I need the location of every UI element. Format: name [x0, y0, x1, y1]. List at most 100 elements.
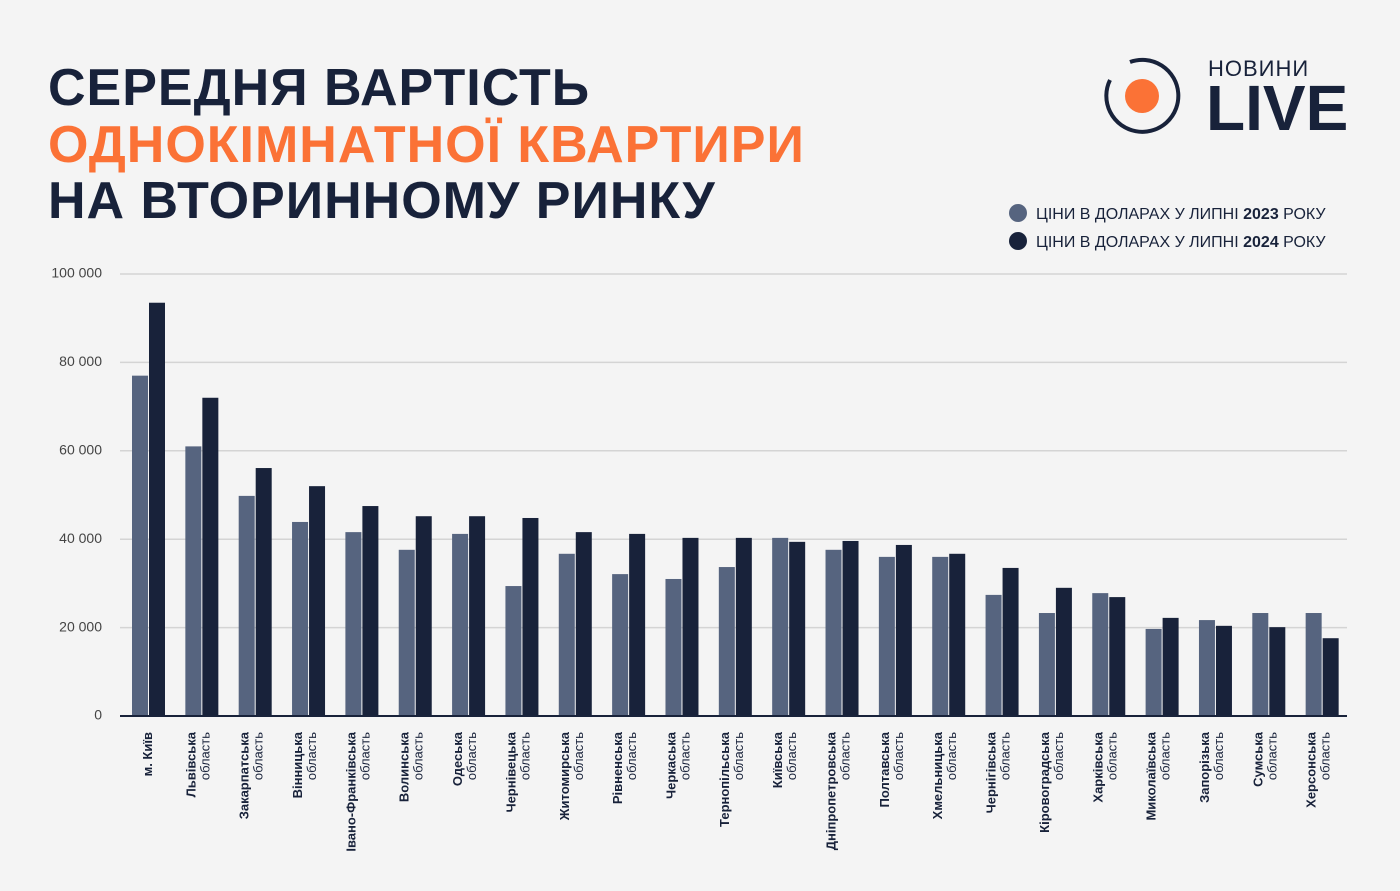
bar	[718, 567, 735, 716]
bar	[1322, 638, 1339, 716]
x-tick-label: Вінницька	[290, 731, 305, 798]
x-tick-label: область	[998, 732, 1013, 780]
x-tick-label: Чернівецька	[503, 731, 518, 812]
x-tick-label: Івано-Франківська	[343, 731, 358, 851]
bar	[895, 544, 912, 716]
bar	[735, 537, 752, 716]
bar	[149, 302, 165, 716]
x-tick-label: область	[1318, 732, 1333, 780]
x-tick-label: Дніпропетровська	[824, 731, 839, 850]
x-tick-label: область	[784, 732, 799, 780]
y-tick-label: 80 000	[59, 353, 102, 369]
x-tick-label: Миколаївська	[1144, 731, 1159, 820]
bar	[398, 549, 415, 716]
logo-bottom: LIVE	[1206, 72, 1348, 144]
y-tick-label: 20 000	[59, 618, 102, 634]
bar	[665, 578, 682, 716]
x-tick-label: Кіровоградська	[1037, 731, 1052, 833]
legend-label: ЦІНИ В ДОЛАРАХ У ЛИПНІ 2023 РОКУ	[1036, 206, 1326, 223]
bar	[932, 556, 949, 716]
x-tick-label: Львівська	[183, 731, 198, 797]
x-tick-label: область	[1104, 732, 1119, 780]
legend-label-part: РОКУ	[1279, 206, 1327, 223]
bar	[629, 533, 646, 716]
legend-label: ЦІНИ В ДОЛАРАХ У ЛИПНІ 2024 РОКУ	[1036, 234, 1326, 251]
y-tick-label: 40 000	[59, 530, 102, 546]
bar	[1252, 613, 1269, 716]
x-tick-label: Київська	[770, 731, 785, 788]
legend-label-part: РОКУ	[1279, 234, 1327, 251]
x-tick-label: Полтавська	[877, 731, 892, 807]
x-tick-label: область	[624, 732, 639, 780]
bar	[132, 375, 148, 716]
bar	[1092, 593, 1109, 716]
x-tick-label: Житомирська	[557, 731, 572, 821]
bar	[1145, 628, 1162, 716]
logo: НОВИНИ LIVE	[1104, 56, 1348, 144]
x-tick-label: область	[251, 732, 266, 780]
x-tick-label: Чернігівська	[984, 731, 999, 813]
bar	[575, 532, 592, 716]
x-tick-label: Закарпатська	[237, 731, 252, 819]
y-tick-label: 0	[94, 707, 102, 723]
logo-ring	[1104, 57, 1181, 134]
bar	[309, 486, 326, 716]
title-line: НА ВТОРИННОМУ РИНКУ	[48, 172, 716, 230]
bar	[1305, 613, 1322, 716]
x-tick-label: Тернопільська	[717, 731, 732, 827]
bar	[878, 556, 895, 716]
x-tick-label: область	[1051, 732, 1066, 780]
x-tick-label: область	[1264, 732, 1279, 780]
legend-label-part: 2024	[1243, 234, 1279, 251]
bar	[1038, 613, 1055, 716]
bar	[985, 594, 1002, 716]
x-tick-label: Запорізька	[1197, 731, 1212, 803]
x-tick-label: область	[197, 732, 212, 780]
x-tick-label: область	[1158, 732, 1173, 780]
bar	[202, 397, 219, 716]
x-tick-label: область	[517, 732, 532, 780]
x-tick-label: область	[944, 732, 959, 780]
legend-marker	[1009, 232, 1027, 250]
x-tick-label: Харківська	[1090, 731, 1105, 802]
bar	[292, 521, 309, 716]
bar	[682, 537, 699, 716]
x-tick-label: Волинська	[397, 731, 412, 802]
bar	[1055, 587, 1072, 716]
y-tick-label: 100 000	[51, 265, 102, 281]
x-tick-label: м. Київ	[140, 732, 155, 776]
bar	[255, 468, 272, 716]
bar	[789, 541, 806, 716]
bar	[452, 533, 469, 716]
bar	[949, 553, 966, 716]
bar	[185, 446, 202, 716]
title-line: ОДНОКІМНАТНОЇ КВАРТИРИ	[48, 116, 805, 174]
x-tick-label: область	[677, 732, 692, 780]
legend-marker	[1009, 204, 1027, 222]
x-tick-label: Рівненська	[610, 731, 625, 804]
logo-top: НОВИНИ	[1208, 56, 1309, 81]
bar	[772, 537, 789, 716]
x-tick-label: область	[357, 732, 372, 780]
bar	[1162, 617, 1179, 716]
bar	[1269, 627, 1286, 716]
bar	[842, 540, 859, 716]
bar	[1002, 567, 1019, 716]
x-tick-label: область	[731, 732, 746, 780]
legend-label-part: ЦІНИ В ДОЛАРАХ У ЛИПНІ	[1036, 234, 1243, 251]
bar	[345, 532, 362, 716]
legend-label-part: 2023	[1243, 206, 1279, 223]
x-tick-label: Сумська	[1250, 731, 1265, 787]
bar	[362, 506, 379, 716]
legend-label-part: ЦІНИ В ДОЛАРАХ У ЛИПНІ	[1036, 206, 1243, 223]
bar	[1215, 625, 1232, 716]
x-tick-label: область	[411, 732, 426, 780]
bar	[612, 574, 629, 716]
x-tick-label: Черкаська	[663, 731, 678, 799]
bar	[1198, 620, 1215, 716]
bar	[825, 549, 842, 716]
bar	[415, 516, 432, 716]
bar	[1109, 597, 1126, 716]
